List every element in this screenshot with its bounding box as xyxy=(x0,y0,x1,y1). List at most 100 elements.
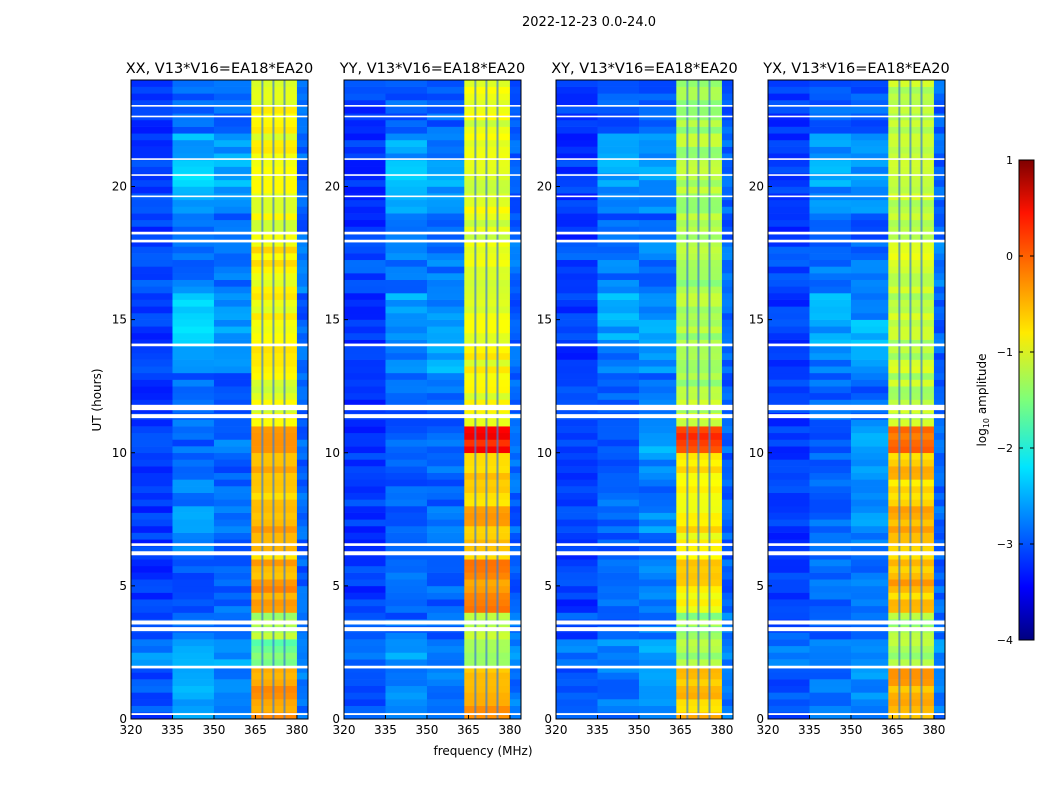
heatmap-cell xyxy=(213,446,252,454)
heatmap-cell xyxy=(213,439,252,447)
heatmap-cell xyxy=(721,552,734,560)
heatmap-cell xyxy=(768,699,810,706)
flagged-row xyxy=(556,620,733,625)
heatmap-cell xyxy=(768,326,810,334)
heatmap-cell xyxy=(809,632,852,640)
heatmap-cell xyxy=(809,712,852,720)
heatmap-cell xyxy=(426,186,465,194)
heatmap-cell xyxy=(172,685,215,693)
heatmap-cell xyxy=(296,639,309,647)
heatmap-cell xyxy=(768,545,810,553)
heatmap-cell xyxy=(597,239,640,247)
heatmap-cell xyxy=(933,479,946,487)
y-tick-label: 5 xyxy=(119,579,127,593)
heatmap-cell xyxy=(344,479,386,487)
heatmap-cell xyxy=(597,299,640,307)
heatmap-cell xyxy=(933,399,946,407)
heatmap-cell xyxy=(768,386,810,394)
heatmap-cell xyxy=(638,206,677,214)
flagged-row xyxy=(556,231,733,235)
heatmap-cell xyxy=(638,366,677,374)
heatmap-cell xyxy=(638,492,677,500)
flagged-row xyxy=(556,665,733,669)
heatmap-cell xyxy=(426,306,465,314)
heatmap-cell xyxy=(213,506,252,513)
heatmap-cell xyxy=(131,93,173,101)
heatmap-cell xyxy=(296,446,309,454)
heatmap-cell xyxy=(850,572,889,580)
heatmap-cell xyxy=(172,153,215,161)
heatmap-cell xyxy=(556,599,598,607)
heatmap-cell xyxy=(933,486,946,493)
heatmap-cell xyxy=(296,226,309,234)
heatmap-cell xyxy=(933,146,946,154)
heatmap-cell xyxy=(597,532,640,540)
heatmap-cell xyxy=(385,419,428,427)
heatmap-cell xyxy=(809,479,852,487)
heatmap-cell xyxy=(213,525,252,533)
heatmap-cell xyxy=(172,372,215,380)
heatmap-cell xyxy=(721,592,734,600)
heatmap-cell xyxy=(172,352,215,360)
heatmap-cell xyxy=(213,146,252,154)
heatmap-cell xyxy=(597,512,640,520)
heatmap-cell xyxy=(556,545,598,553)
heatmap-cell xyxy=(809,599,852,607)
heatmap-cell xyxy=(638,332,677,340)
heatmap-cell xyxy=(385,572,428,580)
heatmap-cell xyxy=(556,299,598,307)
heatmap-cell xyxy=(509,386,522,394)
heatmap-cell xyxy=(172,519,215,527)
heatmap-cell xyxy=(638,106,677,114)
heatmap-cell xyxy=(426,499,465,507)
heatmap-cell xyxy=(850,253,889,261)
heatmap-cell xyxy=(131,146,173,154)
heatmap-cell xyxy=(131,239,173,247)
heatmap-cell xyxy=(809,93,852,101)
heatmap-cell xyxy=(385,173,428,181)
heatmap-cell xyxy=(721,699,734,706)
heatmap-cell xyxy=(385,506,428,513)
heatmap-cell xyxy=(426,179,465,187)
heatmap-cell xyxy=(385,293,428,300)
heatmap-cell xyxy=(809,246,852,254)
heatmap-cell xyxy=(344,392,386,400)
heatmap-cell xyxy=(296,665,309,673)
heatmap-cell xyxy=(556,239,598,247)
heatmap-cell xyxy=(809,219,852,227)
heatmap-cell xyxy=(509,552,522,560)
heatmap-cell xyxy=(850,386,889,394)
heatmap-cell xyxy=(768,532,810,540)
heatmap-cell xyxy=(721,665,734,673)
flagged-row xyxy=(344,713,521,716)
channel-gap-line xyxy=(686,80,689,719)
heatmap-cell xyxy=(597,166,640,174)
flagged-row xyxy=(768,195,945,198)
heatmap-cell xyxy=(556,86,598,94)
flagged-row xyxy=(131,239,308,243)
heatmap-cell xyxy=(597,679,640,687)
heatmap-cell xyxy=(296,432,309,440)
heatmap-cell xyxy=(556,459,598,467)
heatmap-cell xyxy=(172,339,215,347)
heatmap-cell xyxy=(556,93,598,101)
heatmap-cell xyxy=(933,219,946,227)
heatmap-cell xyxy=(638,266,677,274)
heatmap-cell xyxy=(509,432,522,440)
heatmap-cell xyxy=(213,492,252,500)
heatmap-cell xyxy=(296,366,309,374)
heatmap-cell xyxy=(344,466,386,474)
heatmap-cell xyxy=(296,699,309,706)
heatmap-cell xyxy=(768,705,810,713)
heatmap-cell xyxy=(597,519,640,527)
heatmap-cell xyxy=(296,106,309,114)
heatmap-cell xyxy=(172,219,215,227)
heatmap-cell xyxy=(850,339,889,347)
heatmap-cell xyxy=(131,99,173,107)
heatmap-cell xyxy=(296,532,309,540)
heatmap-cell xyxy=(213,119,252,127)
heatmap-cell xyxy=(385,219,428,227)
heatmap-cell xyxy=(556,392,598,400)
heatmap-cell xyxy=(850,379,889,387)
